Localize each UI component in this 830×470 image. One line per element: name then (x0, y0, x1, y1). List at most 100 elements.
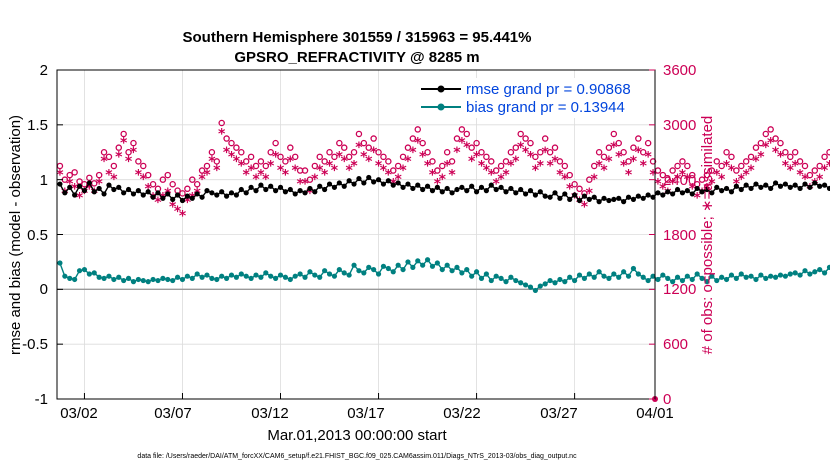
obs-assimilated-point: * (796, 168, 804, 184)
bias-point (223, 275, 230, 281)
rmse-point (777, 183, 784, 189)
obs-assimilated-point: * (365, 154, 373, 170)
bias-point (743, 274, 749, 280)
bias-point (601, 273, 607, 279)
obs-possible-point (277, 153, 284, 161)
obs-possible-point (218, 119, 225, 127)
obs-possible-point (424, 148, 431, 156)
bias-point (145, 279, 151, 285)
rmse-point (214, 192, 220, 198)
obs-possible-point (458, 126, 466, 133)
obs-possible-point (791, 148, 799, 156)
obs-assimilated-point: * (203, 168, 211, 184)
obs-assimilated-point: * (252, 172, 260, 188)
bias-point (184, 273, 190, 279)
rmse-point (508, 185, 514, 192)
bias-point (214, 276, 220, 283)
obs-possible-point (394, 162, 402, 170)
rmse-point (782, 181, 788, 187)
bias-point (111, 276, 117, 283)
obs-possible-point (311, 162, 319, 170)
obs-assimilated-point: * (532, 163, 540, 179)
obs-assimilated-point: * (777, 149, 785, 165)
obs-assimilated-point: * (728, 163, 736, 179)
obs-possible-point (414, 126, 422, 133)
rmse-point (454, 186, 460, 193)
rmse-point (728, 189, 735, 195)
rmse-point (111, 186, 117, 193)
obs-assimilated-point: * (527, 149, 535, 165)
rmse-point (826, 185, 830, 192)
rmse-point (518, 186, 524, 193)
rmse-point (277, 184, 284, 190)
bias-point (282, 274, 289, 280)
y-tick-label: 0.5 (27, 227, 48, 244)
obs-possible-point (488, 158, 495, 165)
obs-assimilated-point: * (135, 168, 143, 184)
rmse-point (591, 194, 597, 200)
rmse-point (733, 183, 739, 189)
obs-assimilated-point: * (218, 126, 226, 142)
rmse-point (91, 189, 97, 195)
x-tick-label: 03/07 (154, 405, 192, 422)
obs-assimilated-point: * (233, 154, 241, 170)
rmse-point (478, 184, 485, 190)
obs-possible-point (669, 167, 676, 174)
obs-assimilated-point: * (625, 168, 633, 184)
bias-point (72, 276, 78, 283)
obs-possible-point (208, 148, 216, 156)
bias-point (719, 274, 725, 280)
obs-possible-point (242, 158, 250, 165)
obs-assimilated-point: * (247, 163, 255, 179)
obs-possible-point (738, 162, 745, 170)
rmse-point (817, 183, 823, 189)
rmse-point (170, 196, 176, 203)
bias-point (709, 273, 715, 279)
tick-marks (57, 69, 656, 400)
obs-possible-point (257, 158, 265, 165)
rmse-point (807, 184, 813, 190)
rmse-point (346, 178, 352, 184)
obs-possible-point (370, 135, 377, 142)
obs-possible-point (233, 144, 240, 151)
obs-assimilated-point: * (350, 158, 358, 174)
bias-point (366, 264, 372, 270)
rmse-point (527, 188, 534, 194)
rmse-point (248, 184, 254, 190)
legend: rmse grand pr = 0.90868 bias grand pr = … (417, 78, 653, 118)
bias-point (331, 273, 338, 279)
obs-assimilated-point: * (605, 154, 613, 170)
rmse-point (317, 183, 323, 189)
bias-point (150, 276, 156, 283)
error-lines-layer (57, 174, 830, 294)
obs-possible-point (649, 158, 657, 165)
rmse-point (273, 188, 279, 194)
obs-possible-point (772, 135, 779, 142)
obs-assimilated-point: * (488, 168, 496, 184)
obs-possible-point (375, 148, 382, 156)
bias-point (258, 274, 264, 280)
obs-possible-point (434, 167, 441, 174)
y2-tick-label: 0 (663, 391, 671, 408)
rmse-point (390, 182, 396, 188)
bias-point (307, 269, 313, 275)
bias-point (238, 271, 244, 277)
bias-point (694, 271, 700, 277)
obs-possible-point (497, 162, 505, 170)
obs-possible-point (380, 153, 387, 161)
obs-possible-point (571, 180, 578, 188)
rmse-point (763, 182, 769, 188)
bias-point (361, 270, 367, 276)
rmse-point (150, 194, 156, 200)
obs-possible-point (193, 180, 201, 188)
bias-point (665, 275, 671, 281)
bias-point (522, 282, 529, 288)
bias-point (513, 277, 519, 284)
obs-possible-point (478, 148, 485, 156)
obs-assimilated-point: * (277, 163, 285, 179)
obs-assimilated-point: * (507, 158, 515, 174)
legend-rmse-label: rmse grand pr = 0.90868 (466, 81, 631, 98)
obs-possible-point (821, 153, 828, 161)
rmse-point (76, 183, 83, 189)
bias-point (135, 276, 141, 283)
